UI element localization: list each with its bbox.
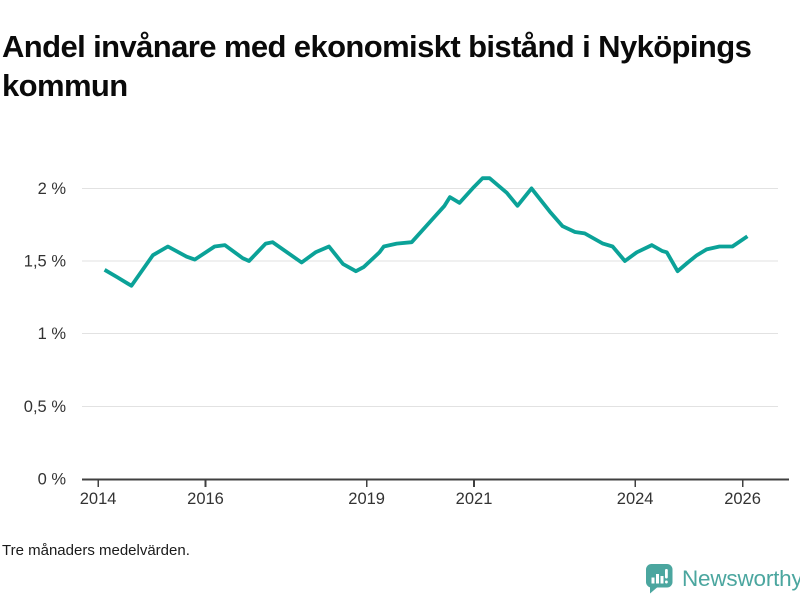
page-title: Andel invånare med ekonomiskt bistånd i … [2,28,752,103]
chart-gridlines [82,187,778,407]
x-tick-label: 2024 [617,490,654,508]
x-tick-label: 2014 [80,490,117,508]
y-tick-label: 1 % [38,325,67,343]
x-tick-label: 2026 [724,490,761,508]
x-tick-label: 2019 [348,490,385,508]
y-tick-label: 0,5 % [24,398,67,416]
x-tick-label: 2016 [187,490,224,508]
y-tick-label: 0 % [38,471,67,489]
chart-axis [82,478,789,487]
x-tick-label: 2021 [456,490,493,508]
y-tick-label: 1,5 % [24,253,67,271]
bar-chart-speech-bubble-icon [646,564,673,594]
footnote: Tre månaders medelvärden. [2,542,190,559]
brand-name: Newsworthy [682,566,800,591]
y-tick-label: 2 % [38,180,67,198]
chart-tick-labels: 0 % 0,5 % 1 % 1,5 % 2 % 2014 2016 2019 2021 2024 2… [24,180,761,508]
newsworthy-logo: Newsworthy [645,563,800,595]
data-line [103,176,749,288]
